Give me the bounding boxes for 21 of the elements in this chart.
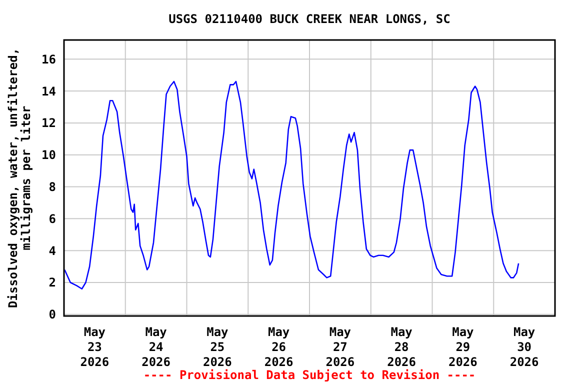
x-tick-label: May 23 2026	[80, 325, 110, 369]
x-tick-label: May 30 2026	[510, 325, 539, 369]
text: ---- Provisional Data Subject to Revision ----	[143, 368, 476, 382]
x-tick-label: May 28 2026	[387, 325, 416, 369]
chart-title: USGS 02110400 BUCK CREEK NEAR LONGS, SC	[168, 12, 450, 26]
y-axis-title: Dissolved oxygen, water, unfiltered, milligrams per liter	[6, 48, 33, 308]
y-tick-label: 4	[48, 244, 56, 258]
x-tick-label: May 24 2026	[142, 325, 171, 369]
y-tick-label: 12	[42, 116, 56, 130]
y-tick-label: 2	[48, 276, 56, 290]
line-series	[64, 80, 520, 290]
x-tick-label: May 26 2026	[264, 325, 294, 369]
x-tick-label: May 25 2026	[202, 325, 232, 369]
y-tick-label: 10	[42, 148, 56, 162]
y-tick-label: 14	[42, 84, 56, 98]
y-tick-label: 6	[48, 212, 56, 226]
y-tick-label: 16	[42, 52, 56, 66]
y-tick-label: 8	[48, 180, 56, 194]
y-tick-label: 0	[48, 308, 56, 322]
x-tick-label: May 27 2026	[326, 325, 355, 369]
x-tick-label: May 29 2026	[448, 325, 478, 369]
